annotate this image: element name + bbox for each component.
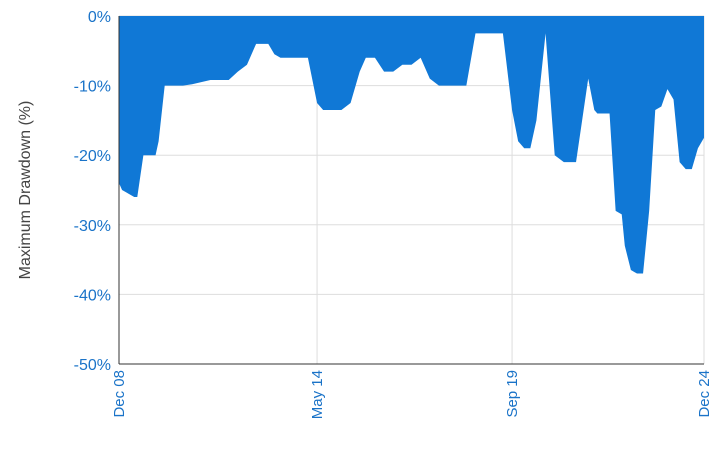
x-tick-label: Dec 08 [111, 370, 128, 418]
x-tick-label: Dec 24 [696, 370, 713, 418]
y-axis-title: Maximum Drawdown (%) [17, 101, 34, 280]
x-tick-label: May 14 [309, 370, 326, 419]
y-tick-label: -50% [74, 357, 111, 374]
y-tick-labels: 0% -10% -20% -30% -40% -50% [74, 9, 111, 374]
x-tick-labels: Dec 08 May 14 Sep 19 Dec 24 [111, 370, 713, 419]
drawdown-area [119, 16, 704, 274]
y-tick-label: -20% [74, 148, 111, 165]
y-tick-label: -30% [74, 218, 111, 235]
y-tick-label: -40% [74, 287, 111, 304]
y-tick-label: 0% [88, 9, 111, 26]
y-tick-label: -10% [74, 79, 111, 96]
x-tick-label: Sep 19 [504, 370, 521, 418]
